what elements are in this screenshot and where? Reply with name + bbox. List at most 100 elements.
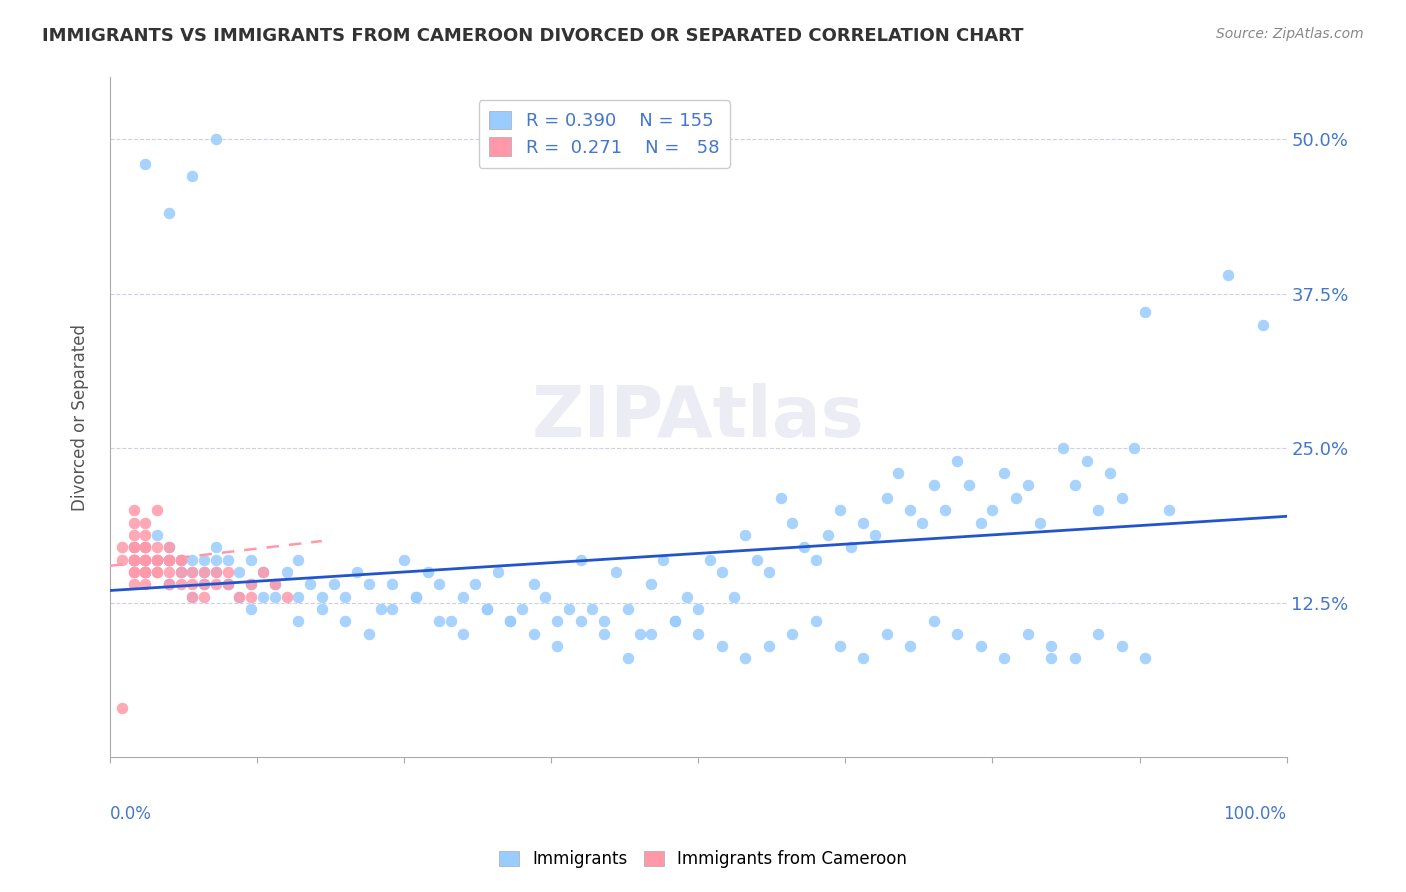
Point [193, 565, 215, 579]
Point [228, 590, 250, 604]
Point [605, 565, 627, 579]
Point [134, 552, 156, 566]
Point [228, 565, 250, 579]
Point [263, 577, 285, 591]
Point [616, 602, 638, 616]
Point [193, 590, 215, 604]
Point [817, 528, 839, 542]
Point [122, 528, 145, 542]
Point [887, 466, 910, 480]
Point [464, 577, 486, 591]
Point [523, 627, 546, 641]
Point [181, 577, 204, 591]
Point [957, 478, 980, 492]
Point [1251, 318, 1274, 332]
Point [252, 565, 274, 579]
Point [640, 577, 662, 591]
Point [616, 651, 638, 665]
Point [946, 627, 969, 641]
Point [122, 552, 145, 566]
Point [804, 552, 827, 566]
Point [134, 157, 156, 171]
Point [252, 590, 274, 604]
Point [122, 565, 145, 579]
Point [1005, 491, 1028, 505]
Point [981, 503, 1004, 517]
Point [122, 540, 145, 554]
Point [475, 602, 498, 616]
Y-axis label: Divorced or Separated: Divorced or Separated [72, 324, 89, 511]
Point [723, 590, 745, 604]
Point [664, 615, 686, 629]
Point [922, 615, 945, 629]
Point [416, 565, 439, 579]
Point [1052, 442, 1074, 456]
Point [134, 540, 156, 554]
Point [122, 540, 145, 554]
Point [1157, 503, 1180, 517]
Point [134, 552, 156, 566]
Point [628, 627, 651, 641]
Point [311, 602, 333, 616]
Point [357, 577, 380, 591]
Point [146, 503, 169, 517]
Point [1087, 627, 1109, 641]
Point [122, 552, 145, 566]
Point [228, 590, 250, 604]
Point [122, 503, 145, 517]
Point [569, 552, 592, 566]
Point [157, 540, 180, 554]
Point [876, 491, 898, 505]
Point [1111, 639, 1133, 653]
Point [440, 615, 463, 629]
Point [828, 639, 851, 653]
Point [640, 627, 662, 641]
Text: Source: ZipAtlas.com: Source: ZipAtlas.com [1216, 27, 1364, 41]
Point [146, 552, 169, 566]
Point [157, 577, 180, 591]
Text: IMMIGRANTS VS IMMIGRANTS FROM CAMEROON DIVORCED OR SEPARATED CORRELATION CHART: IMMIGRANTS VS IMMIGRANTS FROM CAMEROON D… [42, 27, 1024, 45]
Point [122, 552, 145, 566]
Point [1099, 466, 1122, 480]
Point [181, 552, 204, 566]
Point [287, 615, 309, 629]
Point [169, 552, 191, 566]
Point [475, 602, 498, 616]
Point [734, 651, 756, 665]
Point [122, 516, 145, 530]
Point [240, 577, 263, 591]
Point [157, 565, 180, 579]
Point [451, 627, 474, 641]
Point [758, 565, 780, 579]
Point [240, 602, 263, 616]
Point [122, 540, 145, 554]
Point [134, 565, 156, 579]
Point [169, 577, 191, 591]
Point [134, 552, 156, 566]
Point [169, 552, 191, 566]
Point [688, 602, 710, 616]
Point [970, 639, 993, 653]
Point [193, 552, 215, 566]
Point [970, 516, 993, 530]
Text: 100.0%: 100.0% [1223, 805, 1286, 823]
Point [499, 615, 522, 629]
Point [804, 615, 827, 629]
Point [769, 491, 792, 505]
Point [558, 602, 581, 616]
Point [146, 552, 169, 566]
Point [734, 528, 756, 542]
Point [1122, 442, 1144, 456]
Point [405, 590, 427, 604]
Point [370, 602, 392, 616]
Point [217, 577, 239, 591]
Point [134, 577, 156, 591]
Point [134, 528, 156, 542]
Legend: R = 0.390    N = 155, R =  0.271    N =   58: R = 0.390 N = 155, R = 0.271 N = 58 [478, 100, 730, 168]
Point [335, 615, 357, 629]
Point [311, 590, 333, 604]
Point [688, 627, 710, 641]
Point [287, 552, 309, 566]
Point [1028, 516, 1050, 530]
Point [217, 577, 239, 591]
